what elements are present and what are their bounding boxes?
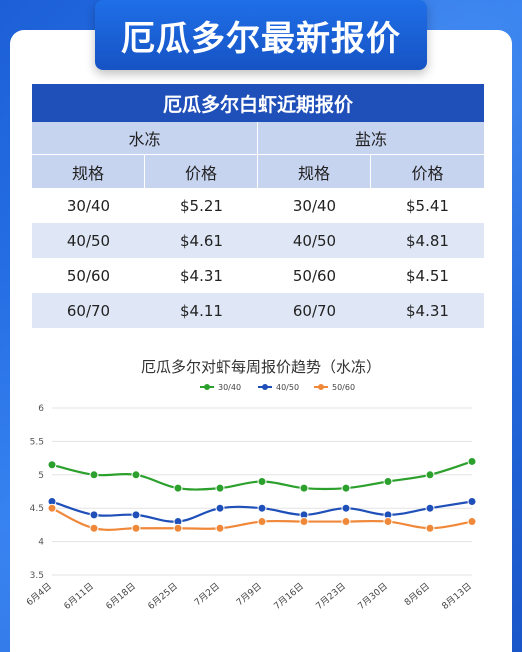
data-point (341, 483, 351, 493)
data-point (425, 523, 435, 533)
legend-label: 40/50 (276, 383, 299, 392)
data-point (215, 523, 225, 533)
cell: 50/60 (292, 266, 337, 285)
table-row: 40/50 $4.61 40/50 $4.81 (32, 223, 484, 258)
legend-marker (262, 384, 268, 390)
data-point (131, 510, 141, 520)
banner: 厄瓜多尔最新报价 (95, 0, 427, 70)
data-point (341, 517, 351, 527)
y-tick-label: 5 (38, 471, 44, 481)
data-point (131, 523, 141, 533)
data-point (257, 503, 267, 513)
data-point (257, 476, 267, 486)
data-point (173, 483, 183, 493)
data-point (425, 503, 435, 513)
cell: $4.11 (180, 301, 223, 320)
legend-label: 30/40 (218, 383, 241, 392)
cell: $5.41 (406, 196, 449, 215)
group-water-frozen: 水冻 (32, 122, 258, 154)
x-tick-label: 7月9日 (234, 581, 264, 608)
cell: 60/70 (292, 301, 337, 320)
data-point (89, 523, 99, 533)
cell: $4.31 (180, 266, 223, 285)
x-tick-label: 6月18日 (104, 581, 138, 612)
group-salt-frozen: 盐冻 (354, 130, 387, 149)
x-tick-label: 6月25日 (146, 581, 180, 612)
data-point (383, 476, 393, 486)
header-price: 价格 (145, 155, 258, 188)
cell: 50/60 (66, 266, 111, 285)
y-tick-label: 3.5 (30, 571, 44, 581)
x-tick-label: 8月6日 (402, 581, 432, 608)
banner-title: 厄瓜多尔最新报价 (121, 18, 401, 59)
table-row: 60/70 $4.11 60/70 $4.31 (32, 293, 484, 328)
header-spec: 规格 (258, 155, 371, 188)
cell: 40/50 (66, 231, 111, 250)
y-tick-label: 6 (38, 404, 44, 414)
data-point (467, 517, 477, 527)
table-row: 30/40 $5.21 30/40 $5.41 (32, 188, 484, 223)
legend-marker (204, 384, 210, 390)
x-tick-label: 7月2日 (192, 581, 222, 608)
cell: 30/40 (66, 196, 111, 215)
data-point (467, 456, 477, 466)
legend-marker (318, 384, 324, 390)
legend-label: 50/60 (332, 383, 355, 392)
x-tick-label: 6月4日 (24, 581, 54, 608)
cell: 60/70 (66, 301, 111, 320)
table-title: 厄瓜多尔白虾近期报价 (32, 84, 484, 122)
cell: $4.81 (406, 231, 449, 250)
data-point (257, 517, 267, 527)
data-point (341, 503, 351, 513)
cell: $5.21 (180, 196, 223, 215)
data-point (215, 483, 225, 493)
x-tick-label: 7月23日 (314, 581, 348, 612)
table-group-row: 水冻 盐冻 (32, 122, 484, 154)
x-tick-label: 7月16日 (272, 581, 306, 612)
data-point (467, 497, 477, 507)
data-point (425, 470, 435, 480)
data-point (299, 517, 309, 527)
y-tick-label: 4.5 (30, 504, 44, 514)
chart-title: 厄瓜多尔对虾每周报价趋势（水冻） (140, 358, 381, 376)
data-point (383, 517, 393, 527)
cell: $4.61 (180, 231, 223, 250)
data-point (299, 483, 309, 493)
data-point (47, 503, 57, 513)
x-tick-label: 6月11日 (62, 581, 96, 612)
y-tick-label: 4 (38, 538, 44, 548)
header-price: 价格 (411, 163, 444, 183)
cell: $4.31 (406, 301, 449, 320)
data-point (131, 470, 141, 480)
data-point (215, 503, 225, 513)
data-point (89, 470, 99, 480)
data-point (89, 510, 99, 520)
x-tick-label: 8月13日 (440, 581, 474, 612)
cell: 30/40 (292, 196, 337, 215)
cell: $4.51 (406, 266, 449, 285)
price-table: 厄瓜多尔白虾近期报价 水冻 盐冻 规格 价格 规格 价格 30/40 $5.21… (32, 84, 484, 328)
data-point (173, 523, 183, 533)
cell: 40/50 (292, 231, 337, 250)
data-point (47, 460, 57, 470)
x-tick-label: 7月30日 (356, 581, 390, 612)
table-header-row: 规格 价格 规格 价格 (32, 154, 484, 188)
table-row: 50/60 $4.31 50/60 $4.51 (32, 258, 484, 293)
header-spec: 规格 (32, 155, 145, 188)
y-tick-label: 5.5 (30, 437, 44, 447)
